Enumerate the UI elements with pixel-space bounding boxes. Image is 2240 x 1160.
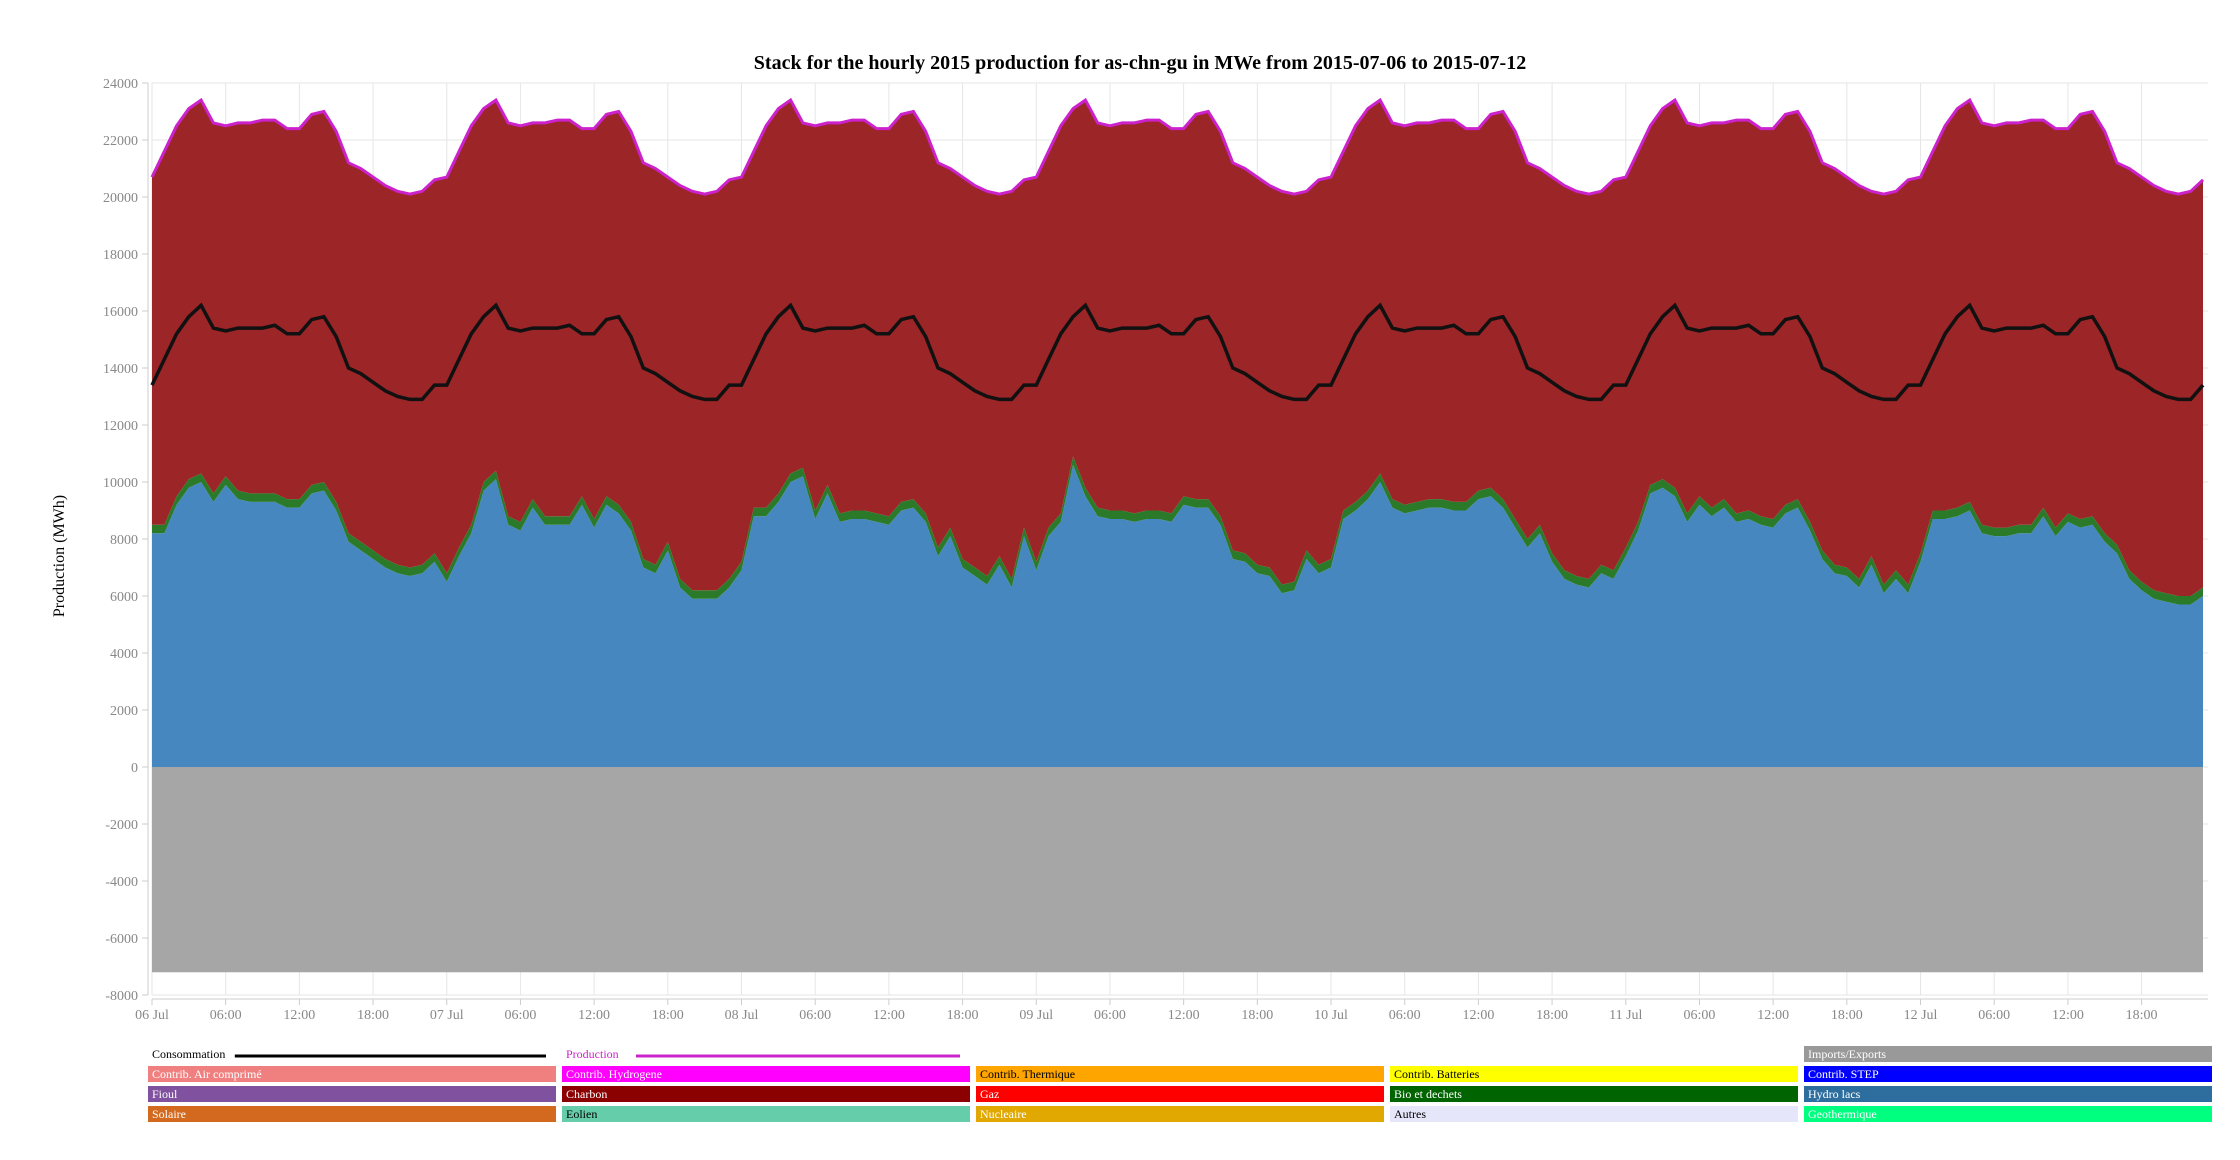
area-hydro-lacs [152, 464, 2203, 767]
legend-swatch [148, 1066, 556, 1082]
y-tick-label: -6000 [105, 932, 138, 947]
y-tick-label: 18000 [103, 248, 138, 263]
y-tick-label: 24000 [103, 77, 138, 92]
y-tick-label: 4000 [110, 647, 138, 662]
x-tick-label: 12:00 [283, 1008, 315, 1023]
x-tick-label: 07 Jul [430, 1008, 464, 1023]
area-imports-exports [152, 767, 2203, 973]
y-tick-label: -8000 [105, 989, 138, 1004]
legend-label: Geothermique [1808, 1107, 1877, 1121]
legend-label: Contrib. Batteries [1394, 1067, 1480, 1081]
x-tick-label: 06:00 [1389, 1008, 1421, 1023]
y-tick-label: 6000 [110, 590, 138, 605]
consommation-line [150, 302, 2205, 402]
axes: -8000 -6000 -4000 -2000 0 2000 4000 6000 8000 100… [103, 77, 2208, 1023]
x-tick-label: 18:00 [357, 1008, 389, 1023]
legend-label: Solaire [152, 1107, 186, 1121]
legend-swatch [976, 1106, 1384, 1122]
x-tick-label: 12:00 [578, 1008, 610, 1023]
x-tick-label: 06 Jul [135, 1008, 169, 1023]
legend-label: Eolien [566, 1107, 597, 1121]
legend-label: Bio et dechets [1394, 1087, 1462, 1101]
y-tick-label: 0 [131, 761, 138, 776]
x-tick-label: 18:00 [652, 1008, 684, 1023]
legend-swatch [562, 1106, 970, 1122]
x-tick-label: 18:00 [947, 1008, 979, 1023]
legend-label: Imports/Exports [1808, 1047, 1886, 1061]
y-tick-label: 20000 [103, 191, 138, 206]
x-tick-label: 06:00 [799, 1008, 831, 1023]
legend-label: Production [566, 1047, 619, 1061]
x-tick-label: 18:00 [1831, 1008, 1863, 1023]
y-tick-label: -4000 [105, 875, 138, 890]
y-tick-label: 14000 [103, 362, 138, 377]
x-tick-label: 09 Jul [1019, 1008, 1053, 1023]
legend-label: Contrib. Thermique [980, 1067, 1075, 1081]
x-tick-label: 06:00 [1094, 1008, 1126, 1023]
legend-label: Gaz [980, 1087, 999, 1101]
y-tick-label: 12000 [103, 419, 138, 434]
x-tick-label: 08 Jul [725, 1008, 759, 1023]
y-tick-label: 22000 [103, 134, 138, 149]
x-tick-label: 10 Jul [1314, 1008, 1348, 1023]
x-tick-label: 18:00 [1241, 1008, 1273, 1023]
x-tick-label: 11 Jul [1609, 1008, 1642, 1023]
legend-label: Consommation [152, 1047, 225, 1061]
x-tick-label: 18:00 [1536, 1008, 1568, 1023]
legend-swatch [1804, 1066, 2212, 1082]
legend-swatch [1804, 1046, 2212, 1062]
y-tick-label: 16000 [103, 305, 138, 320]
y-tick-label: 10000 [103, 476, 138, 491]
legend-label: Fioul [152, 1087, 178, 1101]
legend-label: Contrib. Air comprimé [152, 1067, 262, 1081]
chart-title: Stack for the hourly 2015 production for… [754, 52, 1526, 74]
x-tick-label: 12:00 [1462, 1008, 1494, 1023]
legend-swatch [1390, 1066, 1798, 1082]
x-tick-label: 06:00 [504, 1008, 536, 1023]
legend-swatch [976, 1066, 1384, 1082]
x-tick-label: 12:00 [1168, 1008, 1200, 1023]
legend-label: Hydro lacs [1808, 1087, 1861, 1101]
legend-swatch [1804, 1086, 2212, 1102]
legend-label: Nucleaire [980, 1107, 1027, 1121]
x-tick-label: 12:00 [2052, 1008, 2084, 1023]
legend-swatch [1390, 1106, 1798, 1122]
y-tick-label: -2000 [105, 818, 138, 833]
legend-swatch [1390, 1086, 1798, 1102]
y-axis-label: Production (MWh) [51, 495, 68, 617]
legend-swatch [976, 1086, 1384, 1102]
x-tick-label: 06:00 [1684, 1008, 1716, 1023]
plot-lines [150, 97, 2205, 402]
legend-label: Charbon [566, 1087, 607, 1101]
x-tick-label: 06:00 [1978, 1008, 2010, 1023]
legend-label: Autres [1394, 1107, 1426, 1121]
x-tick-label: 18:00 [2126, 1008, 2158, 1023]
y-tick-label: 8000 [110, 533, 138, 548]
x-tick-label: 12:00 [873, 1008, 905, 1023]
x-tick-label: 12:00 [1757, 1008, 1789, 1023]
legend-swatch [148, 1086, 556, 1102]
legend-swatch [1804, 1106, 2212, 1122]
legend-label: Contrib. STEP [1808, 1067, 1879, 1081]
legend-swatch [148, 1106, 556, 1122]
x-tick-label: 06:00 [210, 1008, 242, 1023]
x-tick-label: 12 Jul [1904, 1008, 1938, 1023]
legend-swatch [562, 1066, 970, 1082]
legend: Consommation Production Imports/Exports Con… [148, 1046, 2212, 1122]
production-line [150, 97, 2205, 196]
area-charbon [152, 100, 2203, 596]
legend-label: Contrib. Hydrogene [566, 1067, 662, 1081]
y-tick-label: 2000 [110, 704, 138, 719]
plot-areas [152, 100, 2203, 973]
legend-swatch [562, 1086, 970, 1102]
